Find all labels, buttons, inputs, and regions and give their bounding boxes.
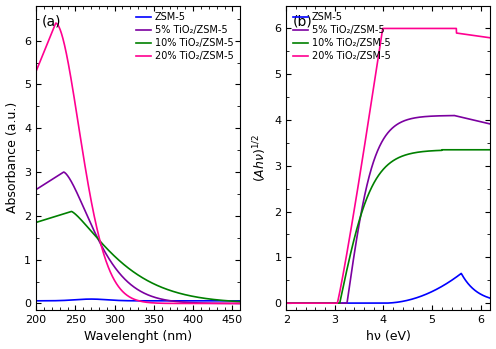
ZSM-5: [54, 298, 60, 303]
5% TiO₂/ZSM-5: [446, 113, 452, 118]
10% TiO₂/ZSM-5: [116, 258, 122, 262]
ZSM-5: [442, 282, 448, 286]
Line: ZSM-5: ZSM-5: [36, 299, 240, 301]
5% TiO₂/ZSM-5: [116, 270, 122, 275]
5% TiO₂/ZSM-5: [196, 301, 202, 305]
10% TiO₂/ZSM-5: [33, 220, 39, 224]
10% TiO₂/ZSM-5: [366, 191, 372, 195]
ZSM-5: [458, 272, 464, 276]
20% TiO₂/ZSM-5: [116, 285, 122, 289]
10% TiO₂/ZSM-5: [68, 209, 74, 214]
ZSM-5: [174, 299, 180, 303]
5% TiO₂/ZSM-5: [283, 301, 289, 305]
Line: 10% TiO₂/ZSM-5: 10% TiO₂/ZSM-5: [286, 150, 491, 303]
ZSM-5: [88, 297, 94, 301]
10% TiO₂/ZSM-5: [196, 295, 202, 299]
20% TiO₂/ZSM-5: [446, 27, 452, 31]
ZSM-5: [446, 280, 452, 284]
ZSM-5: [304, 301, 310, 305]
ZSM-5: [33, 299, 39, 303]
20% TiO₂/ZSM-5: [373, 68, 379, 73]
5% TiO₂/ZSM-5: [424, 114, 430, 119]
Y-axis label: Absorbance (a.u.): Absorbance (a.u.): [5, 102, 18, 214]
ZSM-5: [488, 296, 494, 300]
20% TiO₂/ZSM-5: [424, 27, 430, 31]
20% TiO₂/ZSM-5: [54, 22, 60, 26]
Legend: ZSM-5, 5% TiO₂/ZSM-5, 10% TiO₂/ZSM-5, 20% TiO₂/ZSM-5: ZSM-5, 5% TiO₂/ZSM-5, 10% TiO₂/ZSM-5, 20…: [134, 10, 236, 63]
20% TiO₂/ZSM-5: [379, 27, 385, 31]
ZSM-5: [124, 299, 129, 303]
X-axis label: Wavelenght (nm): Wavelenght (nm): [84, 331, 192, 343]
Line: 20% TiO₂/ZSM-5: 20% TiO₂/ZSM-5: [286, 29, 491, 303]
ZSM-5: [237, 299, 243, 303]
Line: 10% TiO₂/ZSM-5: 10% TiO₂/ZSM-5: [36, 211, 240, 302]
ZSM-5: [283, 301, 289, 305]
X-axis label: hν (eV): hν (eV): [366, 331, 411, 343]
20% TiO₂/ZSM-5: [283, 301, 289, 305]
20% TiO₂/ZSM-5: [53, 21, 59, 25]
Line: ZSM-5: ZSM-5: [286, 274, 491, 303]
20% TiO₂/ZSM-5: [124, 292, 129, 297]
5% TiO₂/ZSM-5: [61, 170, 66, 174]
Y-axis label: $(Ah\nu)^{1/2}$: $(Ah\nu)^{1/2}$: [251, 134, 269, 182]
5% TiO₂/ZSM-5: [54, 174, 60, 178]
5% TiO₂/ZSM-5: [451, 113, 457, 118]
20% TiO₂/ZSM-5: [174, 301, 180, 305]
5% TiO₂/ZSM-5: [174, 299, 180, 304]
ZSM-5: [424, 292, 430, 296]
20% TiO₂/ZSM-5: [33, 69, 39, 73]
10% TiO₂/ZSM-5: [192, 295, 198, 299]
Text: (a): (a): [42, 15, 62, 29]
ZSM-5: [373, 301, 379, 305]
5% TiO₂/ZSM-5: [488, 122, 494, 126]
5% TiO₂/ZSM-5: [33, 187, 39, 192]
10% TiO₂/ZSM-5: [174, 290, 180, 295]
20% TiO₂/ZSM-5: [488, 36, 494, 40]
10% TiO₂/ZSM-5: [424, 149, 430, 153]
20% TiO₂/ZSM-5: [366, 116, 372, 120]
10% TiO₂/ZSM-5: [446, 148, 452, 152]
10% TiO₂/ZSM-5: [124, 264, 129, 268]
20% TiO₂/ZSM-5: [304, 301, 310, 305]
10% TiO₂/ZSM-5: [373, 177, 379, 181]
10% TiO₂/ZSM-5: [439, 148, 445, 152]
10% TiO₂/ZSM-5: [283, 301, 289, 305]
10% TiO₂/ZSM-5: [488, 148, 494, 152]
ZSM-5: [196, 299, 202, 303]
20% TiO₂/ZSM-5: [196, 301, 202, 305]
5% TiO₂/ZSM-5: [124, 279, 129, 283]
Legend: ZSM-5, 5% TiO₂/ZSM-5, 10% TiO₂/ZSM-5, 20% TiO₂/ZSM-5: ZSM-5, 5% TiO₂/ZSM-5, 10% TiO₂/ZSM-5, 20…: [291, 10, 392, 63]
ZSM-5: [223, 299, 229, 303]
5% TiO₂/ZSM-5: [192, 301, 198, 305]
Text: (b): (b): [292, 15, 312, 29]
10% TiO₂/ZSM-5: [443, 148, 449, 152]
10% TiO₂/ZSM-5: [237, 299, 243, 304]
20% TiO₂/ZSM-5: [443, 27, 449, 31]
10% TiO₂/ZSM-5: [54, 214, 60, 218]
ZSM-5: [192, 299, 198, 303]
5% TiO₂/ZSM-5: [366, 176, 372, 180]
5% TiO₂/ZSM-5: [237, 301, 243, 305]
Line: 5% TiO₂/ZSM-5: 5% TiO₂/ZSM-5: [286, 116, 491, 303]
Line: 20% TiO₂/ZSM-5: 20% TiO₂/ZSM-5: [36, 23, 240, 304]
10% TiO₂/ZSM-5: [304, 301, 310, 305]
5% TiO₂/ZSM-5: [373, 152, 379, 156]
5% TiO₂/ZSM-5: [442, 114, 448, 118]
Line: 5% TiO₂/ZSM-5: 5% TiO₂/ZSM-5: [36, 172, 240, 303]
5% TiO₂/ZSM-5: [304, 301, 310, 305]
20% TiO₂/ZSM-5: [237, 302, 243, 306]
20% TiO₂/ZSM-5: [192, 301, 198, 305]
ZSM-5: [116, 298, 122, 303]
ZSM-5: [366, 301, 372, 305]
